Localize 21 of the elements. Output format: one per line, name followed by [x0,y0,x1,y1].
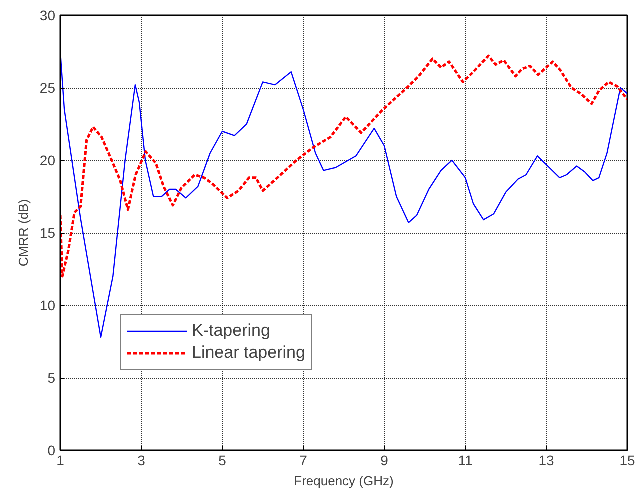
y-tick-label: 20 [40,152,56,168]
x-tick-label: 9 [380,452,389,468]
line-series [60,51,628,338]
y-tick-label: 25 [40,80,56,96]
x-axis-title: Frequency (GHz) [294,474,394,488]
legend-label: K-tapering [192,321,270,341]
y-tick-label: 10 [40,298,56,314]
y-tick-label: 30 [40,8,56,24]
x-tick-label: 1 [56,452,65,468]
x-tick-label: 11 [458,452,473,468]
y-axis-title: CMRR (dB) [16,199,31,267]
y-tick-label: 0 [48,442,56,458]
y-tick-label: 5 [48,370,56,386]
legend-label: Linear tapering [192,343,306,363]
x-tick-label: 3 [138,452,146,468]
line-series [60,54,628,278]
x-tick-label: 15 [620,452,636,468]
x-tick-label: 13 [538,452,554,468]
x-tick-label: 7 [300,452,308,468]
y-tick-label: 15 [40,225,56,241]
x-tick-label: 5 [218,452,227,468]
